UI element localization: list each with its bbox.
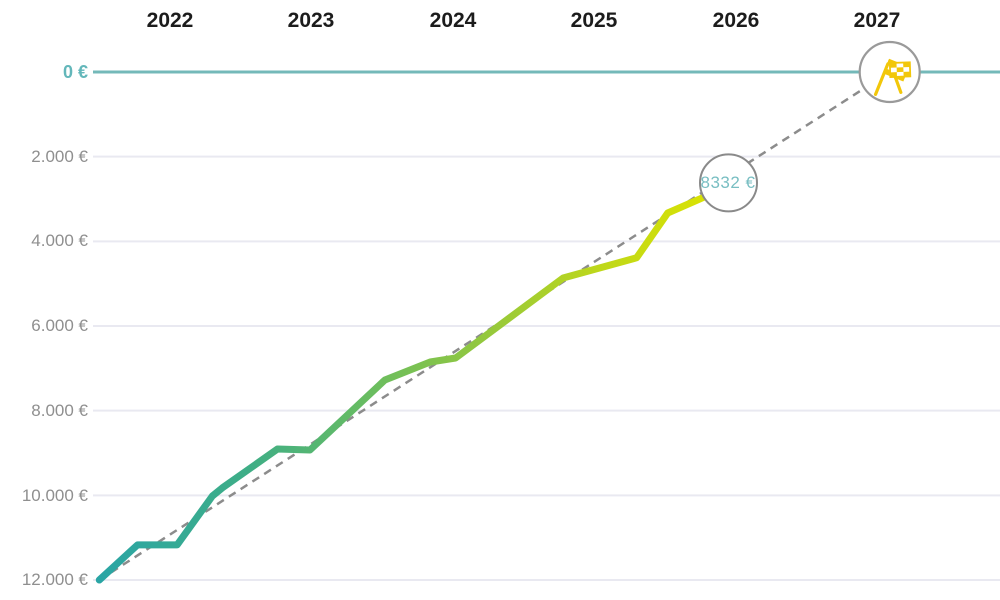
y-axis-label-6000: 6.000 € xyxy=(31,316,88,335)
debt-balance-line xyxy=(95,193,708,584)
x-axis-label-2027: 2027 xyxy=(853,9,901,32)
x-axis-label-2023: 2023 xyxy=(287,9,335,32)
y-axis-label-12000: 12.000 € xyxy=(21,570,88,589)
goal-flag-marker xyxy=(858,40,921,104)
badge-circle xyxy=(699,153,758,213)
y-axis-label-4000: 4.000 € xyxy=(31,231,88,250)
y-axis-label-2000: 2.000 € xyxy=(31,147,88,166)
x-axis-label-2026: 2026 xyxy=(712,9,760,32)
x-axis-label-2024: 2024 xyxy=(429,9,477,32)
y-gridlines xyxy=(93,70,1000,582)
x-axis-label-2022: 2022 xyxy=(146,9,194,32)
y-axis-label-8000: 8.000 € xyxy=(31,401,88,420)
y-axis-label-10000: 10.000 € xyxy=(21,486,88,505)
x-axis-label-2025: 2025 xyxy=(570,9,618,32)
current-balance-value: 8332 € xyxy=(700,173,756,192)
y-axis-label-0: 0 € xyxy=(62,62,88,82)
checkered-flag-icon xyxy=(873,58,912,96)
current-balance-badge xyxy=(699,153,758,213)
